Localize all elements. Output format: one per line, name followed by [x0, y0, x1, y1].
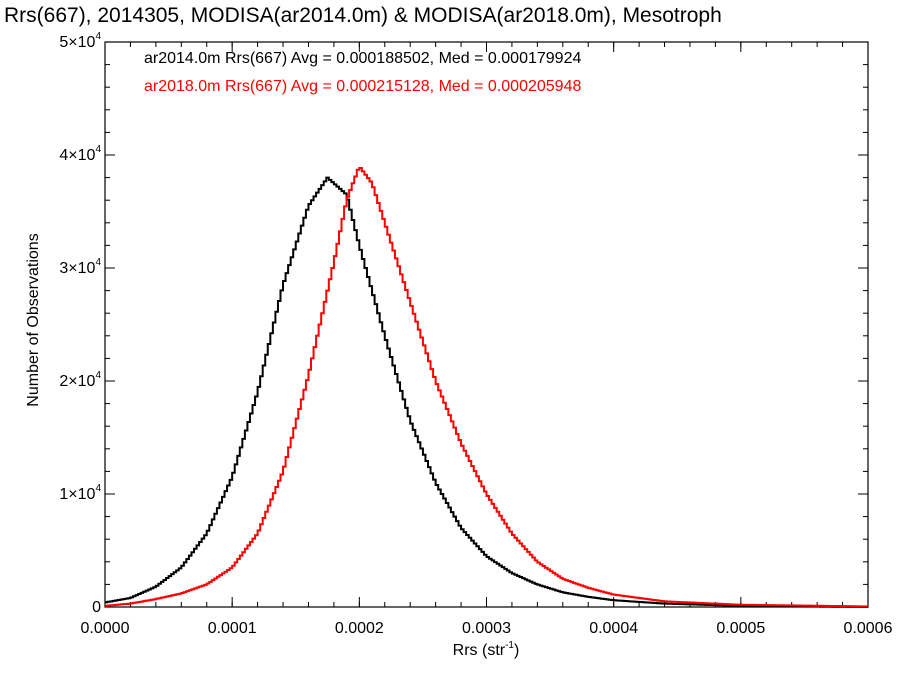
y-tick-label: 0: [92, 599, 101, 616]
y-tick-label: 3×104: [59, 257, 101, 277]
x-axis-ticks: 0.0000 0.0001 0.0002 0.0003 0.0004 0.0005 0.00…: [81, 42, 893, 637]
x-axis-label-text: Rrs (str: [453, 642, 506, 659]
y-axis-ticks: 0 1×104 2×104 3×104 4×104 5×104: [59, 31, 868, 616]
y-axis-label: Number of Observations: [25, 233, 42, 406]
legend: ar2014.0m Rrs(667) Avg = 0.000188502, Me…: [144, 50, 581, 95]
y-tick-label: 2×104: [59, 370, 101, 390]
x-axis-label-exponent: -1: [505, 640, 514, 651]
legend-entry-ar2014.0m: ar2014.0m Rrs(667) Avg = 0.000188502, Me…: [144, 50, 581, 67]
x-tick-label: 0.0004: [589, 620, 638, 637]
x-tick-label: 0.0000: [81, 620, 130, 637]
legend-entry-ar2018.0m: ar2018.0m Rrs(667) Avg = 0.000215128, Me…: [144, 78, 581, 95]
x-tick-label: 0.0002: [335, 620, 384, 637]
x-axis-label: Rrs (str-1): [453, 640, 520, 659]
plot-frame: [104, 41, 869, 608]
x-tick-label: 0.0006: [844, 620, 893, 637]
series-line-ar2014.0m: [105, 176, 868, 608]
x-axis-label-close: ): [514, 642, 519, 659]
series-layer: [105, 166, 868, 608]
y-tick-label: 4×104: [59, 144, 101, 164]
chart-title: Rrs(667), 2014305, MODISA(ar2014.0m) & M…: [4, 4, 722, 27]
x-tick-label: 0.0003: [462, 620, 511, 637]
x-tick-label: 0.0001: [208, 620, 257, 637]
y-tick-label: 5×104: [59, 31, 101, 51]
series-line-ar2018.0m: [105, 166, 868, 608]
x-tick-label: 0.0005: [716, 620, 765, 637]
y-tick-label: 1×104: [59, 483, 101, 503]
